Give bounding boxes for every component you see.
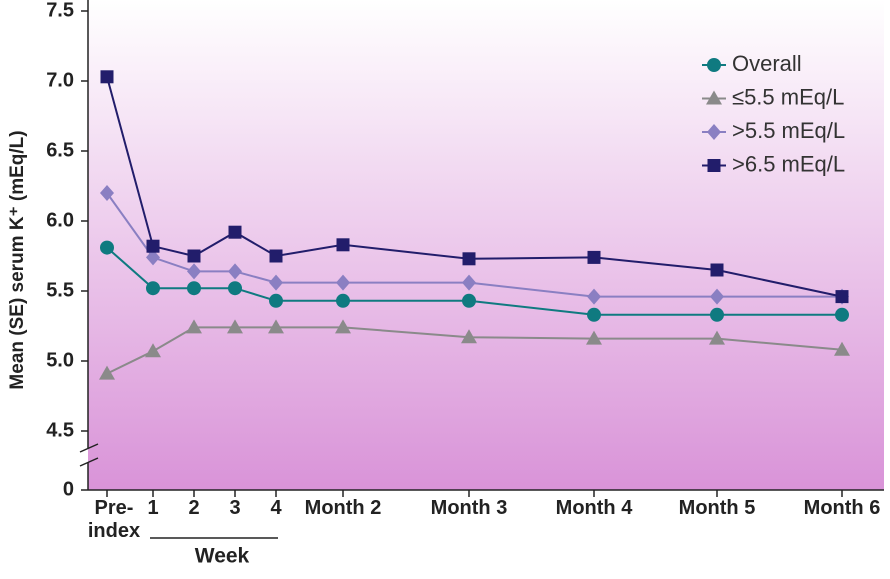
y-tick-label: 7.5 (46, 0, 74, 21)
marker (186, 319, 202, 334)
series (99, 319, 850, 380)
legend-label: ≤5.5 mEq/L (732, 84, 844, 109)
y-tick-label: 0 (63, 478, 74, 500)
y-tick-label: 5.5 (46, 279, 74, 301)
y-tick-label: 6.0 (46, 209, 74, 231)
x-tick-label: Month 4 (555, 497, 633, 519)
y-tick-label: 5.0 (46, 349, 74, 371)
marker (461, 329, 477, 344)
marker (187, 281, 201, 296)
series-line (106, 76, 843, 298)
marker (462, 274, 476, 291)
marker (335, 319, 351, 334)
marker (707, 159, 721, 172)
marker (707, 124, 721, 140)
marker (146, 249, 160, 266)
marker (336, 274, 350, 291)
y-tick-label: 7.0 (46, 69, 74, 91)
x-tick-label: 2 (188, 497, 200, 519)
marker (587, 288, 601, 305)
marker (100, 240, 114, 255)
x-group-label: Week (195, 545, 250, 568)
marker (100, 70, 114, 84)
marker (99, 365, 115, 380)
plot-area (88, 0, 884, 490)
marker (187, 263, 201, 280)
marker (269, 293, 283, 308)
marker (228, 225, 242, 239)
marker (710, 263, 724, 277)
marker (228, 281, 242, 296)
marker (586, 330, 602, 345)
series-line (106, 326, 843, 375)
axis-break (79, 443, 99, 453)
marker (710, 307, 724, 322)
x-tick-label: Month 2 (304, 497, 382, 519)
x-tick-label: Month 3 (430, 497, 508, 519)
x-tick-label: Month 5 (678, 497, 756, 519)
marker (706, 90, 722, 105)
legend-label: >5.5 mEq/L (732, 118, 845, 143)
legend-label: Overall (732, 51, 802, 76)
marker (228, 263, 242, 280)
marker (145, 343, 161, 358)
legend-label: >6.5 mEq/L (732, 151, 845, 176)
series-line (106, 246, 842, 316)
marker (834, 341, 850, 356)
series (100, 70, 849, 304)
marker (146, 281, 160, 296)
marker (336, 238, 350, 252)
marker (709, 330, 725, 345)
marker (462, 252, 476, 266)
y-axis-label: Mean (SE) serum K⁺ (mEq/L) (7, 130, 28, 389)
marker (462, 293, 476, 308)
marker (587, 250, 601, 264)
marker (269, 249, 283, 263)
marker (269, 274, 283, 291)
x-tick-label: Month 6 (803, 497, 881, 519)
x-tick-label: 1 (147, 497, 159, 519)
marker (587, 307, 601, 322)
y-tick-label: 4.5 (46, 419, 74, 441)
marker (187, 249, 201, 263)
marker (268, 319, 284, 334)
marker (835, 290, 849, 304)
marker (710, 288, 724, 305)
x-tick-label: Pre-index (87, 497, 141, 542)
series (100, 185, 849, 305)
series (100, 240, 849, 322)
axis-break (79, 457, 99, 467)
y-tick-label: 6.5 (46, 139, 74, 161)
marker (146, 239, 160, 253)
marker (707, 58, 721, 72)
x-tick-label: 3 (229, 497, 241, 519)
marker (100, 185, 114, 201)
marker (835, 307, 849, 322)
marker (336, 293, 350, 308)
x-tick-label: 4 (270, 497, 282, 519)
marker (227, 319, 243, 334)
series-line (106, 192, 842, 298)
